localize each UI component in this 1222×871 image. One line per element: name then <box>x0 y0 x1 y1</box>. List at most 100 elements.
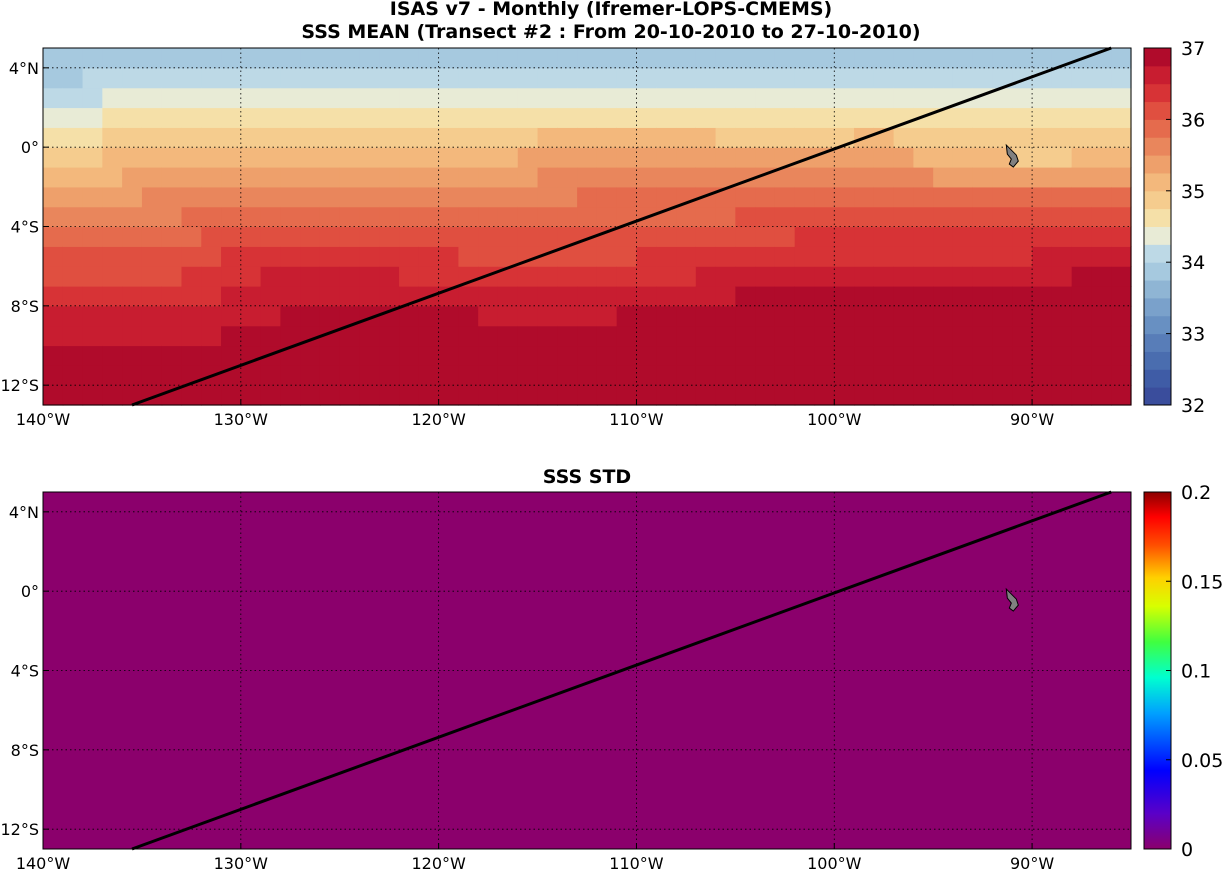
sss-mean-cell <box>676 385 697 406</box>
sss-mean-cell <box>577 385 598 406</box>
sss-mean-cell <box>913 67 934 89</box>
sss-mean-cell <box>913 305 934 327</box>
sss-mean-cell <box>43 87 64 109</box>
sss-mean-cell <box>280 266 301 287</box>
sss-mean-cell <box>933 67 954 89</box>
sss-mean-cell <box>418 345 440 366</box>
sss-mean-cell <box>834 167 855 188</box>
sss-mean-cell <box>181 127 202 148</box>
sss-mean-cell <box>399 186 420 208</box>
sss-mean-cell <box>221 127 242 148</box>
sss-mean-cell <box>43 48 64 69</box>
sss-mean-cell <box>478 147 499 168</box>
sss-mean-cell <box>1012 186 1033 208</box>
sss-mean-cell <box>755 87 776 109</box>
sss-mean-cell <box>102 325 123 347</box>
sss-mean-cell <box>933 206 954 228</box>
sss-mean-cell <box>933 286 954 307</box>
sss-mean-cell <box>596 365 618 386</box>
sss-mean-cell <box>141 48 163 69</box>
sss-mean-cell <box>319 87 341 109</box>
sss-mean-cell <box>755 206 776 228</box>
sss-mean-cell <box>43 226 64 247</box>
sss-mean-cell <box>1071 67 1093 89</box>
sss-mean-cell <box>972 325 994 347</box>
sss-mean-cell <box>913 266 934 287</box>
sss-mean-cell <box>161 107 183 128</box>
sss-mean-cell <box>854 87 875 109</box>
sss-mean-cell <box>952 345 974 366</box>
sss-mean-cell <box>873 186 895 208</box>
sss-mean-cell <box>379 345 400 366</box>
sss-mean-cell <box>43 107 64 128</box>
sss-mean-cell <box>517 325 539 347</box>
sss-mean-cell <box>854 167 875 188</box>
sss-mean-cell <box>656 48 677 69</box>
sss-mean-cell <box>399 246 420 267</box>
sss-mean-cell <box>774 385 796 406</box>
sss-mean-cell <box>834 206 855 228</box>
sss-mean-cell <box>497 186 519 208</box>
sss-mean-cell <box>1051 186 1073 208</box>
sss-mean-cell <box>359 385 380 406</box>
sss-mean-cell <box>102 206 123 228</box>
sss-mean-cell <box>339 385 361 406</box>
colorbar-tick-label: 0.15 <box>1181 571 1222 593</box>
sss-mean-cell <box>43 206 64 228</box>
sss-mean-cell <box>656 385 677 406</box>
sss-mean-cell <box>577 87 598 109</box>
sss-mean-cell <box>774 147 796 168</box>
sss-mean-cell <box>497 48 519 69</box>
sss-mean-cell <box>141 226 163 247</box>
sss-mean-cell <box>497 286 519 307</box>
sss-mean-cell <box>418 67 440 89</box>
sss-mean-cell <box>814 167 835 188</box>
sss-mean-cell <box>359 365 380 386</box>
sss-mean-cell <box>735 286 756 307</box>
sss-mean-cell <box>319 127 341 148</box>
sss-mean-cell <box>577 127 598 148</box>
sss-mean-cell <box>418 186 440 208</box>
sss-mean-cell <box>992 48 1013 69</box>
sss-mean-cell <box>854 246 875 267</box>
sss-mean-cell <box>260 266 281 287</box>
sss-mean-cell <box>695 266 717 287</box>
sss-mean-cell <box>418 325 440 347</box>
sss-mean-cell <box>122 325 143 347</box>
sss-mean-cell <box>458 305 479 327</box>
sss-mean-cell <box>399 305 420 327</box>
colorbar-swatch <box>1144 65 1171 85</box>
sss-mean-cell <box>300 286 321 307</box>
sss-mean-cell <box>43 365 64 386</box>
sss-mean-cell <box>260 365 281 386</box>
sss-mean-cell <box>1071 167 1093 188</box>
sss-mean-cell <box>82 67 103 89</box>
sss-mean-cell <box>319 167 341 188</box>
sss-mean-cell <box>438 206 460 228</box>
sss-mean-cell <box>596 48 618 69</box>
sss-mean-cell <box>952 325 974 347</box>
sss-mean-cell <box>854 147 875 168</box>
sss-mean-cell <box>1012 48 1033 69</box>
sss-mean-cell <box>1091 206 1112 228</box>
sss-mean-cell <box>181 286 202 307</box>
sss-mean-cell <box>814 305 835 327</box>
sss-mean-cell <box>399 67 420 89</box>
sss-mean-cell <box>774 48 796 69</box>
sss-mean-cell <box>695 127 717 148</box>
sss-mean-cell <box>1071 266 1093 287</box>
sss-mean-cell <box>359 226 380 247</box>
sss-mean-cell <box>319 246 341 267</box>
sss-mean-cell <box>537 127 558 148</box>
sss-mean-cell <box>952 266 974 287</box>
sss-mean-cell <box>280 147 301 168</box>
sss-mean-cell <box>458 67 479 89</box>
sss-mean-cell <box>992 266 1013 287</box>
sss-mean-cell <box>1111 87 1132 109</box>
sss-mean-cell <box>319 107 341 128</box>
sss-mean-cell <box>458 226 479 247</box>
sss-mean-cell <box>577 147 598 168</box>
sss-mean-cell <box>221 87 242 109</box>
sss-mean-cell <box>1091 305 1112 327</box>
